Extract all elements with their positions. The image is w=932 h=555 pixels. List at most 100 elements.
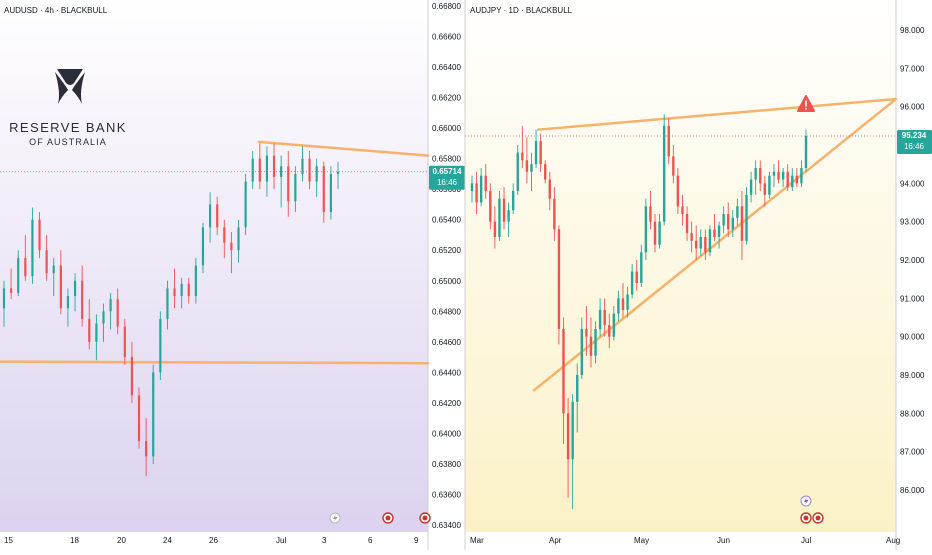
right-x-tick-label: Mar (470, 536, 484, 545)
right-candle (644, 198, 648, 260)
earnings-bolt-icon-right[interactable] (800, 495, 812, 507)
right-trendline[interactable] (537, 97, 898, 131)
left-candle (159, 311, 162, 380)
alert-warning-icon[interactable] (797, 95, 815, 112)
right-candle (553, 187, 556, 241)
left-x-tick-label: 15 (4, 536, 13, 545)
left-candle (194, 257, 197, 304)
left-y-tick-label: 0.64000 (432, 429, 461, 438)
left-candle (237, 219, 240, 263)
left-candle (322, 161, 325, 223)
right-candle (704, 229, 707, 260)
audjpy-chart-panel[interactable]: AUDJPY · 1D · BLACKBULL 98.000 97.000 96.0… (464, 0, 932, 550)
left-candle (31, 207, 34, 284)
right-time-axis[interactable] (465, 532, 932, 550)
right-candle (525, 137, 529, 184)
left-candle (130, 341, 134, 403)
right-candle (479, 168, 483, 207)
us-flag-event-icon-right-2[interactable] (812, 512, 824, 524)
left-trendlines (0, 140, 430, 365)
right-y-tick-label: 94.000 (900, 179, 925, 188)
right-y-tick-labels: 98.00097.00096.00095.00094.00093.00092.0… (900, 26, 925, 495)
us-flag-event-icon-right[interactable] (800, 512, 812, 524)
left-candle (301, 146, 304, 182)
right-candle (566, 398, 570, 498)
right-candle (511, 183, 515, 214)
left-candle (308, 151, 311, 190)
right-price-axis[interactable] (896, 0, 932, 532)
right-candle (571, 394, 574, 510)
right-candle (498, 191, 501, 241)
right-y-tick-label: 92.000 (900, 256, 925, 265)
left-plot-background (0, 0, 428, 532)
us-flag-event-icon[interactable] (382, 512, 394, 524)
left-candle (258, 143, 261, 190)
right-candle (580, 317, 584, 379)
right-candle (544, 160, 547, 184)
right-candle (713, 214, 716, 241)
right-candle (800, 160, 803, 188)
left-last-price-label: 0.65714 16:46 (429, 165, 465, 190)
left-candle (59, 250, 62, 315)
earnings-bolt-icon[interactable] (329, 512, 341, 524)
left-candle (145, 418, 148, 477)
left-y-tick-label: 0.65200 (432, 246, 461, 255)
left-candle (201, 222, 205, 274)
right-trendlines (465, 97, 898, 392)
left-candle (287, 151, 290, 217)
right-candle (658, 214, 661, 249)
left-candle (123, 318, 126, 365)
right-candle (621, 283, 625, 318)
left-candle (173, 268, 176, 309)
left-y-tick-label: 0.63600 (432, 490, 461, 499)
right-candle (708, 225, 712, 257)
right-candle (786, 164, 789, 191)
right-candle (493, 206, 497, 249)
us-flag-event-icon-2[interactable] (419, 512, 431, 524)
right-candle (740, 191, 744, 260)
right-candle (484, 164, 487, 199)
right-candle (612, 306, 616, 341)
rba-emblem-icon (55, 69, 85, 104)
rba-logo: RESERVE BANK OF AUSTRALIA (9, 69, 127, 147)
right-x-tick-label: Aug (886, 536, 900, 545)
left-x-tick-label: 3 (322, 536, 327, 545)
left-last-price-value: 0.65714 (433, 167, 462, 176)
audusd-chart-panel[interactable]: AUDUSD · 4h · BLACKBULL RESERVE BANK OF … (0, 0, 465, 550)
left-time-axis[interactable] (0, 532, 465, 550)
right-candle (690, 221, 693, 253)
rba-logo-title: RESERVE BANK (9, 120, 127, 135)
right-trendline[interactable] (532, 97, 898, 392)
left-y-tick-label: 0.65800 (432, 155, 461, 164)
left-candle (24, 234, 27, 281)
right-candle (640, 244, 643, 287)
right-candle (507, 202, 510, 237)
left-x-tick-labels: 15 18 20 24 26 Jul 3 6 9 (4, 536, 419, 545)
left-y-tick-label: 0.66800 (432, 2, 461, 11)
left-candle (137, 387, 141, 449)
right-x-tick-labels: Mar Apr May Jun Jul Aug (470, 536, 900, 545)
right-x-tick-label: May (634, 536, 649, 545)
right-candle (731, 210, 734, 237)
left-price-axis[interactable] (428, 0, 465, 532)
left-trendline[interactable] (0, 360, 430, 365)
right-y-tick-label: 91.000 (900, 294, 925, 303)
left-candle (88, 299, 91, 350)
right-candle (635, 260, 638, 291)
left-candle (280, 155, 283, 208)
right-candle (548, 171, 551, 211)
left-candle (95, 314, 98, 361)
right-candle (685, 206, 689, 241)
right-candles (470, 114, 808, 510)
left-candle (10, 268, 13, 300)
left-trendline[interactable] (257, 140, 430, 157)
right-last-price-value: 95.234 (902, 131, 927, 140)
right-candle (598, 298, 602, 337)
left-x-tick-label: 9 (414, 536, 419, 545)
left-candle (315, 158, 318, 197)
right-plot-background (465, 0, 896, 532)
left-x-tick-label: 26 (209, 536, 218, 545)
left-y-tick-label: 0.65000 (432, 277, 461, 286)
